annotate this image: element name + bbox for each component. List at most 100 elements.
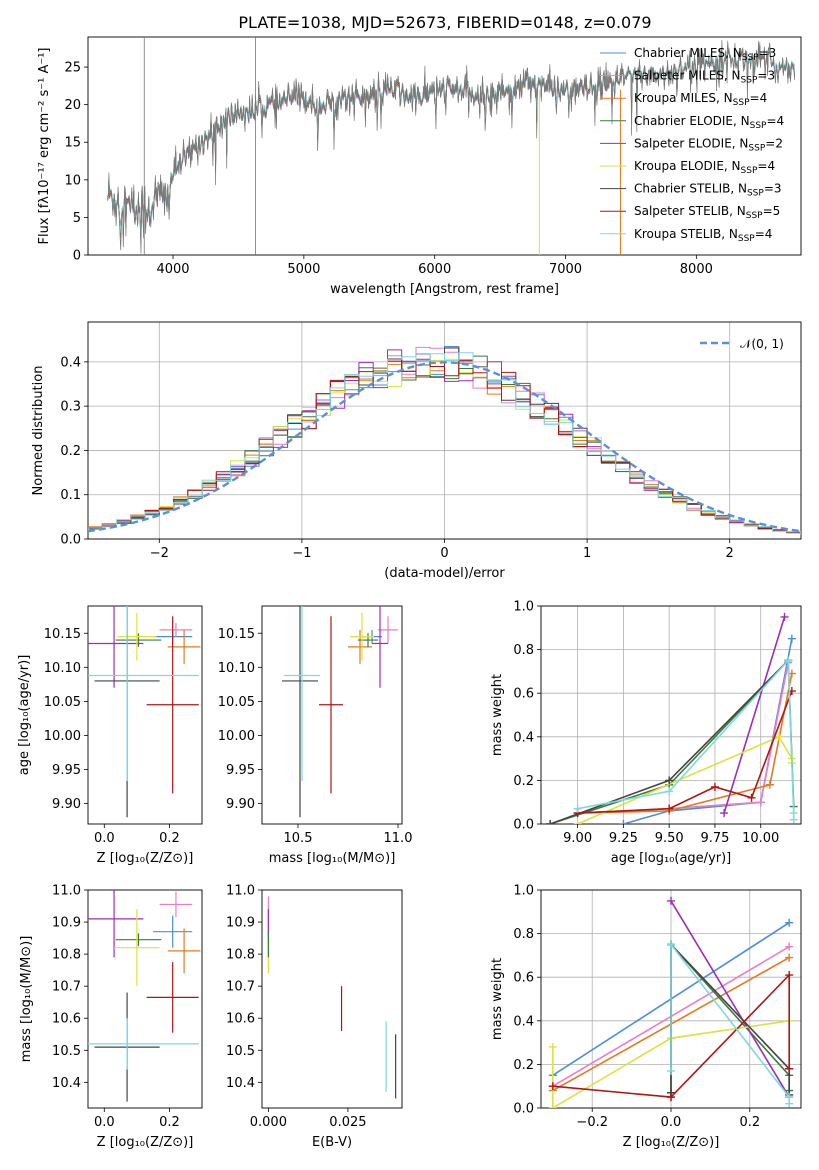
y-tick-label: 10.8 xyxy=(226,948,255,963)
weight-marker xyxy=(548,1042,557,1051)
weight-line xyxy=(670,900,790,1098)
legend: Chabrier MILES, NSSP=3 Salpeter MILES, NS… xyxy=(600,46,784,244)
y-tick-label: 0.8 xyxy=(513,643,534,658)
errorbar-point xyxy=(284,606,320,782)
weight-marker xyxy=(785,918,794,927)
weight-marker xyxy=(785,1099,794,1108)
axes-frame xyxy=(540,889,802,1109)
errorbar-point xyxy=(88,606,199,782)
errorbar-point xyxy=(88,1018,199,1070)
legend-text: Chabrier MILES, N xyxy=(634,46,742,60)
legend-suffix: =2 xyxy=(765,136,783,150)
legend-text: Kroupa STELIB, N xyxy=(634,227,738,241)
legend-entry: Chabrier ELODIE, NSSP=4 xyxy=(634,114,784,131)
weight-marker xyxy=(667,940,675,949)
y-tick-label: 10 xyxy=(64,173,81,188)
y-tick-label: 10.7 xyxy=(226,980,255,995)
x-tick-label: 0.2 xyxy=(159,831,180,846)
legend-suffix: =4 xyxy=(750,91,768,105)
x-tick-label: 0.025 xyxy=(329,1115,366,1130)
legend-subscript: SSP xyxy=(741,76,758,86)
weight-marker xyxy=(780,612,789,621)
legend-suffix: =4 xyxy=(757,159,775,173)
axes-frame xyxy=(87,321,802,540)
y-axis-label: Flux [fλ10⁻¹⁷ erg cm⁻² s⁻¹ A⁻¹] xyxy=(37,48,52,245)
legend-subscript: SSP xyxy=(750,121,767,131)
weight-marker xyxy=(756,798,765,807)
y-tick-label: 10.00 xyxy=(218,729,255,744)
errorbar-point xyxy=(88,890,144,958)
y-tick-label: 1.0 xyxy=(513,884,534,899)
y-tick-label: 20 xyxy=(64,98,81,113)
legend-entry: Kroupa STELIB, NSSP=4 xyxy=(634,227,772,244)
weight-marker xyxy=(667,896,675,905)
errorbar-plot xyxy=(88,606,201,818)
weight-marker xyxy=(665,787,674,796)
y-tick-label: 9.90 xyxy=(226,797,255,812)
errorbar-point xyxy=(159,623,193,637)
errorbar-plot xyxy=(267,896,397,1099)
weight-marker xyxy=(720,809,729,818)
weight-marker xyxy=(775,732,784,741)
x-axis-label: Z [log₁₀(Z/Z⊙)] xyxy=(97,1135,194,1150)
spectrum-plot xyxy=(107,37,795,255)
weight-marker xyxy=(667,1093,675,1102)
x-tick-label: 9.25 xyxy=(609,831,638,846)
axes-frame xyxy=(261,605,403,825)
y-axis-label: mass weight xyxy=(490,958,505,1040)
y-tick-label: 0.2 xyxy=(513,774,534,789)
axes-frame xyxy=(87,889,203,1109)
y-tick-label: 10.7 xyxy=(52,980,81,995)
weight-marker xyxy=(785,953,794,962)
y-tick-label: 10.9 xyxy=(226,916,255,931)
weight-marker xyxy=(785,971,794,980)
weight-marker xyxy=(573,804,582,813)
x-tick-label: −0.2 xyxy=(576,1115,608,1130)
y-tick-label: 10.05 xyxy=(218,695,255,710)
weight-marker xyxy=(784,656,793,665)
y-tick-label: 10.00 xyxy=(44,729,81,744)
x-tick-label: 2 xyxy=(726,546,734,561)
y-tick-label: 0.0 xyxy=(513,818,534,833)
x-tick-label: 0.0 xyxy=(94,1115,115,1130)
weight-marker xyxy=(747,793,756,802)
y-tick-label: 0.1 xyxy=(60,488,81,503)
legend-entry: 𝒩(0, 1) xyxy=(740,337,784,351)
y-tick-label: 10.9 xyxy=(52,916,81,931)
legend-subscript: SSP xyxy=(738,234,755,244)
y-tick-label: 10.05 xyxy=(44,695,81,710)
y-tick-label: 0.0 xyxy=(60,533,81,548)
weight-marker xyxy=(710,782,719,791)
y-axis-label: age [log₁₀(age/yr)] xyxy=(17,655,32,776)
y-tick-label: 10.15 xyxy=(44,627,81,642)
legend-subscript: SSP xyxy=(741,166,758,176)
axes-residuals: −2 −1 0 1 2 0.0 0.1 0.2 0.3 0.4 (data-model)/error… xyxy=(31,321,802,581)
x-tick-label: 8000 xyxy=(680,262,713,277)
y-tick-label: 9.95 xyxy=(226,763,255,778)
weight-line xyxy=(723,616,786,814)
weight-marker xyxy=(667,1066,675,1075)
legend-entry: Salpeter ELODIE, NSSP=2 xyxy=(634,136,783,153)
x-tick-label: 0.0 xyxy=(661,1115,682,1130)
legend-entry: Salpeter MILES, NSSP=3 xyxy=(634,69,775,86)
legend-suffix: =4 xyxy=(766,114,784,128)
x-tick-label: 11.0 xyxy=(384,831,413,846)
y-tick-label: 9.90 xyxy=(52,797,81,812)
errorbar-point xyxy=(115,933,162,947)
errorbar-point xyxy=(358,633,378,647)
legend-entry: Chabrier STELIB, NSSP=3 xyxy=(634,182,782,199)
y-tick-label: 5 xyxy=(73,211,81,226)
errorbar-point xyxy=(282,606,318,818)
axes-frame xyxy=(261,889,403,1109)
axes-frame xyxy=(540,605,802,825)
weight-marker xyxy=(573,820,582,824)
y-tick-label: 11.0 xyxy=(52,884,81,899)
y-tick-label: 0.6 xyxy=(513,687,534,702)
y-tick-label: 0 xyxy=(73,249,81,264)
y-tick-label: 0.6 xyxy=(513,971,534,986)
weight-line xyxy=(552,1020,790,1108)
normal-curve xyxy=(88,361,801,533)
y-tick-label: 0.4 xyxy=(60,355,81,370)
legend-entry: Chabrier MILES, NSSP=3 xyxy=(634,46,776,63)
